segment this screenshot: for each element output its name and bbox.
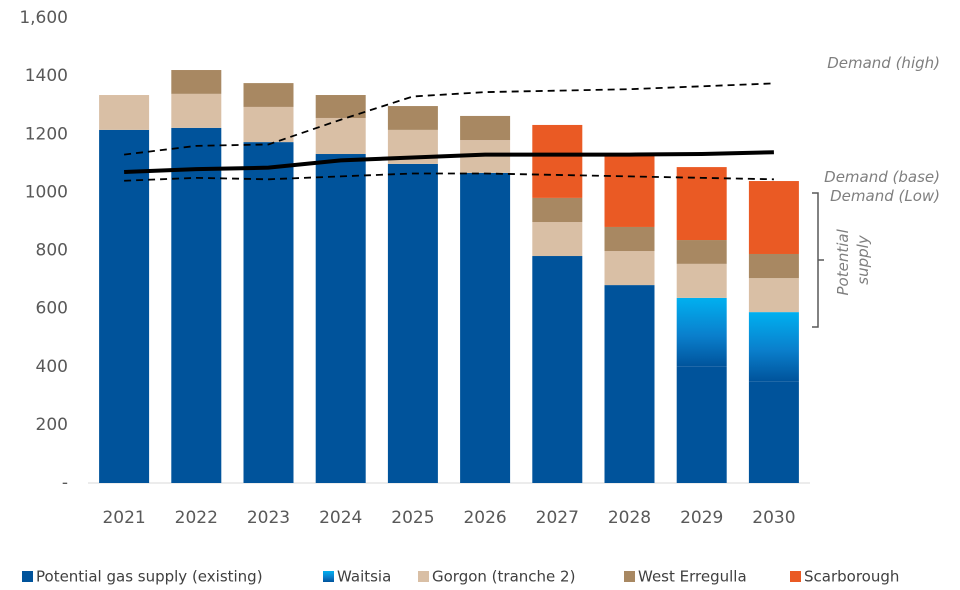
- bar-segment: [748, 312, 799, 382]
- x-tick-label: 2026: [463, 508, 506, 528]
- bar-segment: [748, 253, 799, 279]
- y-tick-label: 1,600: [19, 8, 68, 28]
- bar-segment: [748, 381, 799, 483]
- bar-segment: [604, 226, 655, 252]
- bar-segment: [243, 83, 294, 107]
- legend-swatch: [624, 571, 635, 582]
- line-label: Demand (high): [827, 54, 940, 72]
- bar-segment: [676, 297, 727, 367]
- y-tick-label: 1400: [25, 66, 68, 86]
- legend-label: West Erregulla: [638, 568, 747, 586]
- x-tick-label: 2023: [247, 508, 290, 528]
- legend-swatch: [323, 571, 334, 582]
- x-tick-label: 2024: [319, 508, 362, 528]
- legend-label: Scarborough: [804, 568, 899, 586]
- bar-segment: [171, 70, 222, 94]
- bar-segment: [532, 222, 583, 257]
- demand-line: [123, 82, 774, 156]
- y-tick-label: 1200: [25, 124, 68, 144]
- bar-segment: [748, 278, 799, 313]
- bar-segment: [460, 115, 511, 141]
- bar-segment: [676, 240, 727, 264]
- bar-segment: [532, 124, 583, 198]
- bar-segment: [387, 163, 438, 484]
- y-tick-label: 800: [36, 241, 68, 261]
- supply-bracket: [812, 192, 824, 328]
- legend-swatch: [22, 571, 33, 582]
- legend-swatch: [790, 571, 801, 582]
- bar-segment: [315, 154, 366, 483]
- annotation: Potential supply: [834, 224, 872, 295]
- legend-label: Waitsia: [337, 568, 391, 586]
- x-tick-label: 2030: [752, 508, 795, 528]
- x-tick-label: 2025: [391, 508, 434, 528]
- y-tick-label: 400: [36, 357, 68, 377]
- bar-segment: [532, 197, 583, 223]
- x-tick-label: 2022: [175, 508, 218, 528]
- line-label: Demand (Low): [830, 187, 940, 205]
- bar-segment: [604, 251, 655, 286]
- demand-line: [124, 172, 774, 182]
- bar-segment: [604, 285, 655, 483]
- bar-segment: [532, 256, 583, 483]
- bar-segment: [387, 106, 438, 130]
- x-tick-label: 2027: [536, 508, 579, 528]
- y-tick-label: 600: [36, 299, 68, 319]
- bar-segment: [99, 95, 150, 130]
- y-tick-label: 200: [36, 415, 68, 435]
- y-tick-label: -: [62, 473, 68, 493]
- legend-label: Potential gas supply (existing): [36, 568, 263, 586]
- bar-segment: [315, 95, 366, 118]
- bar-segment: [99, 129, 150, 483]
- bar-segment: [243, 142, 294, 484]
- bar-segment: [315, 117, 366, 155]
- x-tick-label: 2021: [102, 508, 145, 528]
- bar-segment: [676, 167, 727, 241]
- bar-segment: [748, 181, 799, 254]
- bar-segment: [460, 172, 511, 483]
- y-tick-label: 1000: [25, 182, 68, 202]
- bar-segment: [171, 93, 222, 128]
- bar-segment: [676, 366, 727, 483]
- bar-segment: [243, 106, 294, 143]
- bar-segment: [676, 263, 727, 298]
- legend-label: Gorgon (tranche 2): [432, 568, 575, 586]
- bar-segment: [171, 127, 222, 483]
- legend-swatch: [418, 571, 429, 582]
- demand-line: [124, 150, 774, 175]
- x-tick-label: 2029: [680, 508, 723, 528]
- bar-segment: [604, 154, 655, 227]
- x-tick-label: 2028: [608, 508, 651, 528]
- line-label: Demand (base): [824, 168, 940, 186]
